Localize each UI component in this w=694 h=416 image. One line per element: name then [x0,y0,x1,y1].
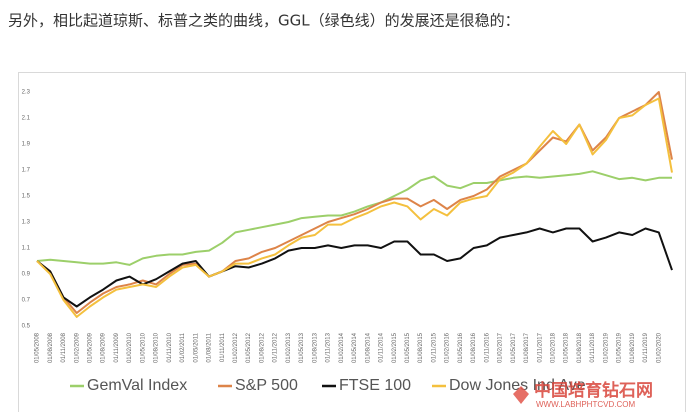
x-tick-label: 01/05/2018 [564,332,570,363]
y-tick-label: 1.9 [22,142,31,148]
y-tick-label: 1.7 [22,168,31,174]
x-tick-label: 01/11/2010 [167,332,173,362]
x-tick-label: 01/08/2017 [524,332,530,363]
x-tick-label: 01/08/2014 [365,332,371,363]
x-tick-label: 01/05/2015 [405,332,411,363]
legend-label: Dow Jones Ind Ave [449,377,586,394]
x-tick-label: 01/11/2012 [273,332,279,362]
x-tick-label: 01/02/2017 [498,332,504,363]
x-tick-label: 01/02/2013 [286,332,292,363]
x-tick-label: 01/11/2009 [114,332,120,362]
x-tick-label: 01/02/2011 [180,332,186,362]
x-tick-label: 01/05/2011 [193,332,199,362]
legend-label: FTSE 100 [339,377,411,394]
x-tick-label: 01/05/2014 [352,332,358,363]
x-tick-label: 01/11/2018 [590,332,596,362]
x-tick-label: 01/05/2010 [140,332,146,363]
series-line [36,97,673,318]
x-tick-label: 01/05/2017 [511,332,517,363]
x-tick-label: 01/02/2020 [656,332,662,363]
y-tick-label: 0.7 [22,298,31,304]
watermark: 中国培育钻石网 WWW.LABHPHTCVD.COM [513,380,653,409]
y-tick-label: 2.1 [22,116,31,122]
watermark-logo [513,386,529,404]
y-tick-label: 1.5 [22,194,31,200]
x-tick-label: 01/08/2018 [577,332,583,363]
x-tick-label: 01/08/2016 [471,332,477,363]
x-tick-label: 01/08/2013 [312,332,318,363]
legend-label: GemVal Index [87,377,187,394]
x-tick-label: 01/11/2016 [484,332,490,362]
x-tick-label: 01/05/2019 [617,332,623,363]
x-tick-label: 01/05/2016 [458,332,464,363]
series-line [36,91,673,314]
x-tick-label: 01/11/2014 [379,332,385,362]
x-tick-label: 01/11/2008 [61,332,67,362]
x-tick-label: 01/02/2019 [603,332,609,363]
x-tick-label: 01/08/2015 [418,332,424,363]
watermark-url: WWW.LABHPHTCVD.COM [536,400,635,409]
x-tick-label: 01/02/2018 [551,332,557,363]
x-tick-label: 01/02/2009 [74,332,80,363]
x-tick-label: 01/08/2019 [630,332,636,363]
caption: 另外，相比起道琼斯、标普之类的曲线，GGL（绿色线）的发展还是很稳的： [8,12,520,30]
x-tick-label: 01/02/2016 [445,332,451,363]
x-tick-label: 01/02/2014 [339,332,345,363]
x-tick-label: 01/02/2010 [127,332,133,363]
x-tick-label: 01/02/2012 [233,332,239,363]
legend-label: S&P 500 [235,377,298,394]
series-line [36,170,672,266]
x-tick-label: 01/08/2008 [48,332,54,363]
y-tick-label: 2.3 [22,90,31,96]
x-tick-label: 01/11/2013 [326,332,332,362]
x-tick-label: 01/11/2019 [643,332,649,362]
y-tick-label: 0.5 [22,324,31,330]
x-tick-label: 01/08/2010 [154,332,160,363]
x-tick-label: 01/05/2009 [87,332,93,363]
x-tick-label: 01/08/2011 [207,332,213,362]
x-tick-label: 01/05/2013 [299,332,305,363]
y-tick-label: 0.9 [22,272,31,278]
watermark-title: 中国培育钻石网 [534,380,653,401]
x-tick-label: 01/05/2012 [246,332,252,363]
x-tick-label: 01/02/2015 [392,332,398,363]
x-tick-label: 01/08/2012 [259,332,265,363]
y-tick-label: 1.3 [22,220,31,226]
x-tick-label: 01/11/2015 [431,332,437,362]
chart-frame [18,72,686,416]
x-tick-label: 01/11/2017 [537,332,543,362]
x-tick-label: 01/08/2009 [101,332,107,363]
x-tick-label: 01/05/2008 [35,332,41,363]
x-tick-label: 01/11/2011 [220,332,226,362]
series-line [36,227,673,308]
y-tick-label: 1.1 [22,246,31,252]
